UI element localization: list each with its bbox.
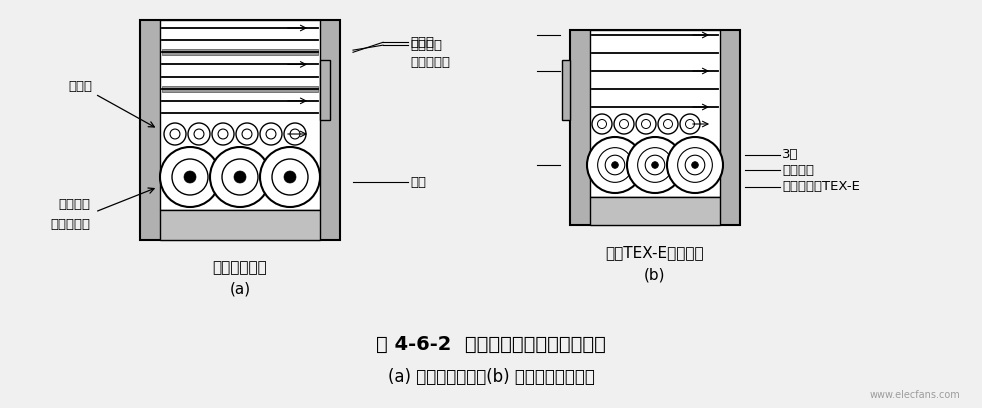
Circle shape	[597, 120, 607, 129]
Circle shape	[184, 171, 196, 183]
Circle shape	[598, 148, 632, 182]
Circle shape	[218, 129, 228, 139]
Circle shape	[272, 159, 308, 195]
Circle shape	[641, 120, 650, 129]
Circle shape	[164, 123, 186, 145]
Circle shape	[170, 129, 180, 139]
Text: (b): (b)	[644, 267, 666, 282]
Text: 骨架: 骨架	[410, 175, 426, 188]
Bar	[320, 60, 330, 120]
Bar	[160, 20, 320, 210]
Circle shape	[636, 114, 656, 134]
Text: 一次绕组: 一次绕组	[410, 39, 442, 52]
Circle shape	[260, 147, 320, 207]
Circle shape	[236, 123, 258, 145]
Circle shape	[290, 129, 300, 139]
Circle shape	[260, 123, 282, 145]
Circle shape	[605, 155, 625, 175]
Circle shape	[667, 137, 723, 193]
Text: （漆包线）: （漆包线）	[410, 55, 450, 69]
Circle shape	[652, 162, 658, 169]
Circle shape	[685, 120, 694, 129]
Circle shape	[234, 171, 246, 183]
Circle shape	[658, 114, 678, 134]
Circle shape	[194, 129, 204, 139]
Circle shape	[685, 155, 705, 175]
Circle shape	[645, 155, 665, 175]
Text: 传统的变压器: 传统的变压器	[213, 260, 267, 275]
Circle shape	[172, 159, 208, 195]
Circle shape	[612, 162, 619, 169]
Text: (a) 用漆包线绕制；(b) 用三层绝缘线绕制: (a) 用漆包线绕制；(b) 用三层绝缘线绕制	[388, 368, 594, 386]
Circle shape	[222, 159, 258, 195]
Circle shape	[160, 147, 220, 207]
Bar	[162, 49, 318, 55]
Circle shape	[620, 120, 628, 129]
Circle shape	[242, 129, 252, 139]
Bar	[562, 60, 570, 120]
Text: (a): (a)	[230, 282, 250, 297]
Bar	[160, 210, 320, 240]
Bar	[140, 20, 340, 240]
Text: www.elecfans.com: www.elecfans.com	[869, 390, 960, 400]
Circle shape	[266, 129, 276, 139]
Text: 三层绝缘线TEX-E: 三层绝缘线TEX-E	[782, 180, 860, 193]
Circle shape	[680, 114, 700, 134]
Circle shape	[627, 137, 683, 193]
Text: 使用TEX-E的变压器: 使用TEX-E的变压器	[606, 245, 704, 260]
Circle shape	[188, 123, 210, 145]
Text: 图 4-6-2  两种高频变压器的结构比较: 图 4-6-2 两种高频变压器的结构比较	[376, 335, 606, 354]
Bar	[570, 30, 740, 225]
Circle shape	[210, 147, 270, 207]
Circle shape	[614, 114, 634, 134]
Text: 二次绕组: 二次绕组	[782, 164, 814, 177]
Circle shape	[678, 148, 712, 182]
Circle shape	[284, 123, 306, 145]
Text: 绝缘带: 绝缘带	[410, 36, 434, 49]
Text: （漆包线）: （漆包线）	[50, 219, 90, 231]
Circle shape	[284, 171, 296, 183]
Circle shape	[592, 114, 612, 134]
Circle shape	[637, 148, 673, 182]
Text: 3层: 3层	[782, 149, 798, 162]
Bar	[590, 197, 720, 225]
Circle shape	[664, 120, 673, 129]
Circle shape	[587, 137, 643, 193]
Circle shape	[212, 123, 234, 145]
Bar	[162, 86, 318, 92]
Text: 阻挡栅: 阻挡栅	[68, 80, 92, 93]
Circle shape	[691, 162, 698, 169]
Bar	[590, 30, 720, 197]
Text: 二次绕组: 二次绕组	[58, 199, 90, 211]
